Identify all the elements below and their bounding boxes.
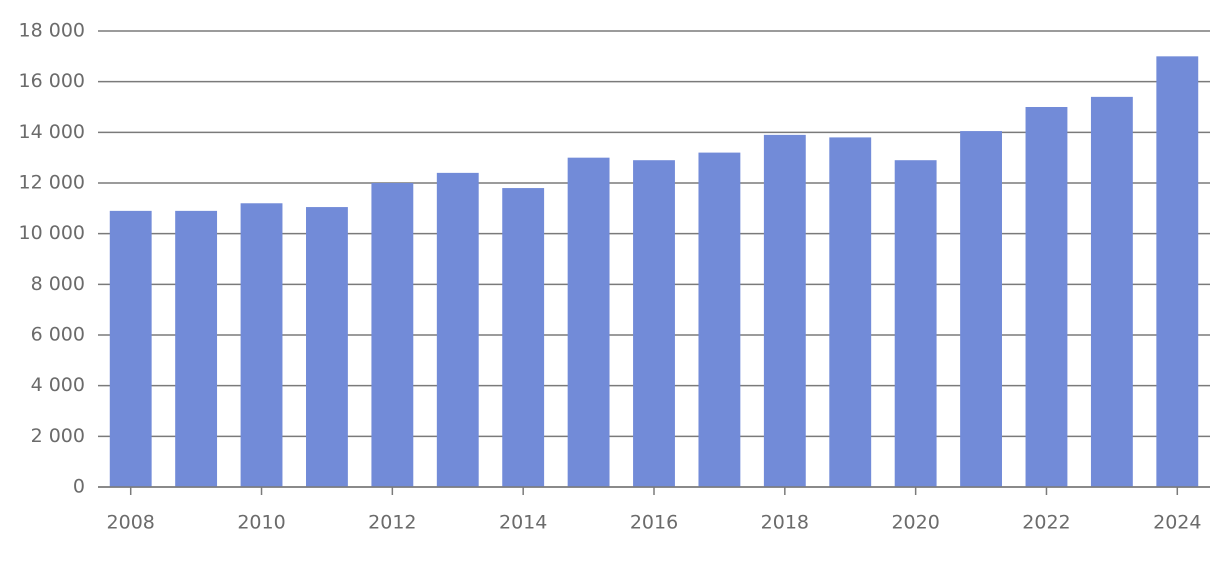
bar bbox=[109, 210, 152, 487]
bar bbox=[567, 157, 610, 487]
bar bbox=[502, 188, 545, 488]
y-tick-label: 10 000 bbox=[19, 222, 85, 244]
x-tick-label: 2024 bbox=[1153, 512, 1201, 534]
bar bbox=[1025, 107, 1068, 487]
x-tick-label: 2018 bbox=[761, 512, 809, 534]
bar bbox=[1156, 56, 1199, 487]
bar bbox=[763, 134, 806, 487]
bar bbox=[698, 152, 741, 487]
bar bbox=[240, 203, 283, 487]
x-tick-label: 2012 bbox=[368, 512, 416, 534]
bar bbox=[175, 210, 218, 487]
bar bbox=[436, 172, 479, 487]
bar bbox=[960, 131, 1002, 488]
y-tick-label: 8 000 bbox=[31, 273, 85, 295]
y-tick-label: 14 000 bbox=[19, 121, 85, 143]
y-tick-label: 18 000 bbox=[19, 20, 85, 42]
bar bbox=[829, 137, 872, 487]
x-tick-label: 2020 bbox=[891, 512, 939, 534]
bar bbox=[633, 160, 675, 487]
bar bbox=[371, 183, 414, 487]
y-tick-label: 2 000 bbox=[31, 425, 85, 447]
x-tick-label: 2008 bbox=[107, 512, 155, 534]
y-tick-label: 0 bbox=[73, 476, 85, 498]
bar bbox=[894, 160, 937, 487]
x-tick-label: 2022 bbox=[1022, 512, 1070, 534]
bar bbox=[1090, 96, 1133, 487]
x-tick-label: 2014 bbox=[499, 512, 547, 534]
bar bbox=[306, 207, 348, 488]
x-tick-label: 2010 bbox=[237, 512, 285, 534]
y-tick-label: 4 000 bbox=[31, 374, 85, 396]
y-tick-label: 12 000 bbox=[19, 172, 85, 194]
x-tick-label: 2016 bbox=[630, 512, 678, 534]
y-tick-label: 16 000 bbox=[19, 70, 85, 92]
y-tick-label: 6 000 bbox=[31, 324, 85, 346]
